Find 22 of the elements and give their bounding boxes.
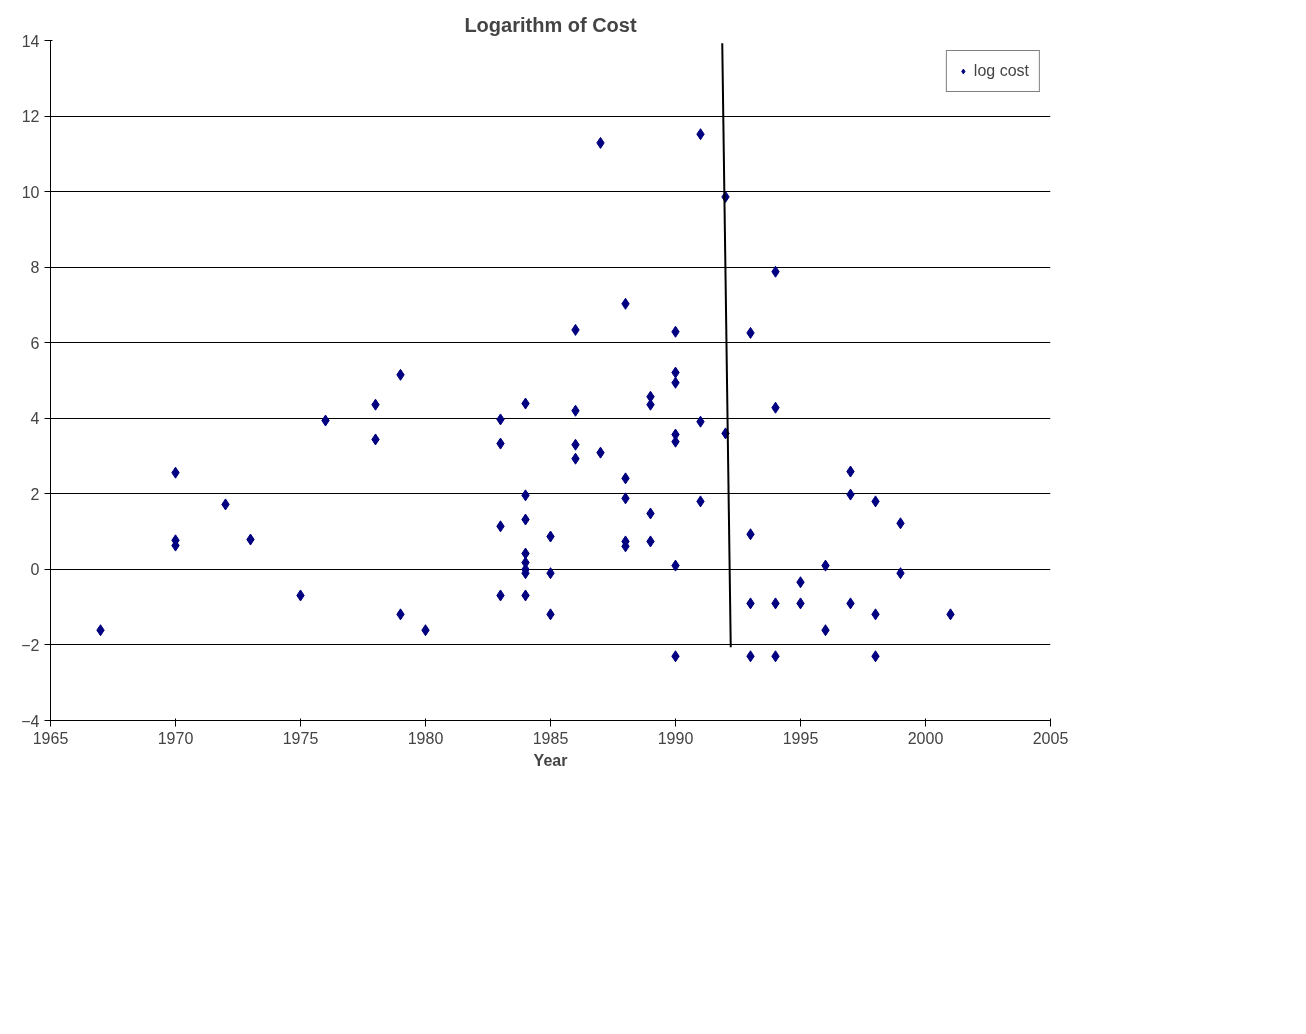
y-tick-label: 4 xyxy=(30,410,40,428)
y-tick-label: 14 xyxy=(21,32,40,50)
x-tick-label: 2005 xyxy=(1032,729,1069,747)
x-tick-label: 1970 xyxy=(157,729,194,747)
x-tick-label: 2000 xyxy=(907,729,944,747)
y-tick-label: 6 xyxy=(30,334,40,352)
y-tick-label: −2 xyxy=(21,636,40,654)
y-tick-label: 10 xyxy=(21,183,40,201)
y-tick-label: −4 xyxy=(21,712,40,730)
x-tick-label: 1965 xyxy=(32,729,69,747)
y-tick-label: 8 xyxy=(30,259,40,277)
x-tick-label: 1980 xyxy=(407,729,444,747)
x-tick-label: 1995 xyxy=(782,729,819,747)
y-tick-label: 0 xyxy=(30,561,40,579)
x-tick-label: 1975 xyxy=(282,729,319,747)
chart-title: Logarithm of Cost xyxy=(464,13,637,36)
legend-label: log cost xyxy=(973,62,1029,80)
y-tick-label: 2 xyxy=(30,485,40,503)
y-tick-label: 12 xyxy=(21,108,40,126)
x-axis-title: Year xyxy=(533,751,568,769)
x-tick-label: 1985 xyxy=(532,729,569,747)
x-tick-label: 1990 xyxy=(657,729,694,747)
